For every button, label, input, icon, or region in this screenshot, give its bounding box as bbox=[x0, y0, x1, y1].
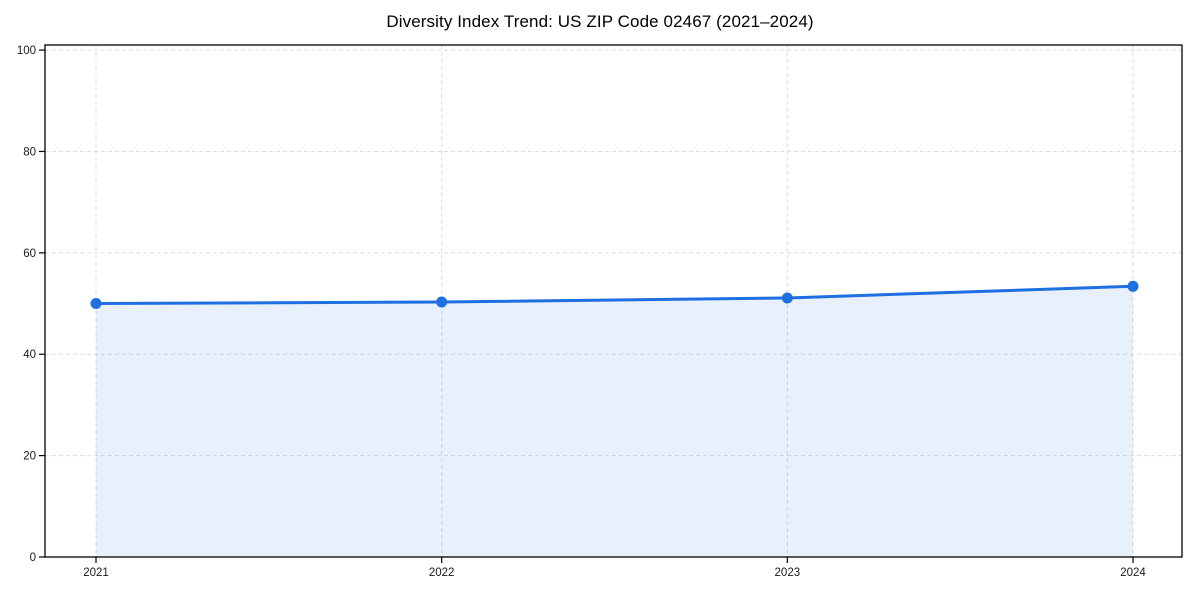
data-point bbox=[1127, 280, 1139, 292]
data-point bbox=[781, 292, 793, 304]
trend-line bbox=[94, 284, 1135, 306]
y-tick-label: 20 bbox=[23, 451, 36, 463]
x-tick-label: 2021 bbox=[83, 567, 109, 579]
y-tick-label: 0 bbox=[30, 552, 36, 564]
y-tick-label: 80 bbox=[23, 146, 36, 158]
y-tick-label: 40 bbox=[23, 349, 36, 361]
x-tick-label: 2022 bbox=[429, 567, 455, 579]
plot-border bbox=[44, 44, 1183, 558]
chart-title: Diversity Index Trend: US ZIP Code 02467… bbox=[386, 12, 814, 31]
y-tick-label: 60 bbox=[23, 248, 36, 260]
data-point bbox=[436, 296, 448, 308]
data-point bbox=[90, 298, 102, 310]
x-tick-label: 2024 bbox=[1120, 567, 1146, 579]
y-tick-label: 100 bbox=[17, 45, 36, 57]
x-tick-label: 2023 bbox=[775, 567, 801, 579]
area-fill bbox=[96, 286, 1133, 557]
